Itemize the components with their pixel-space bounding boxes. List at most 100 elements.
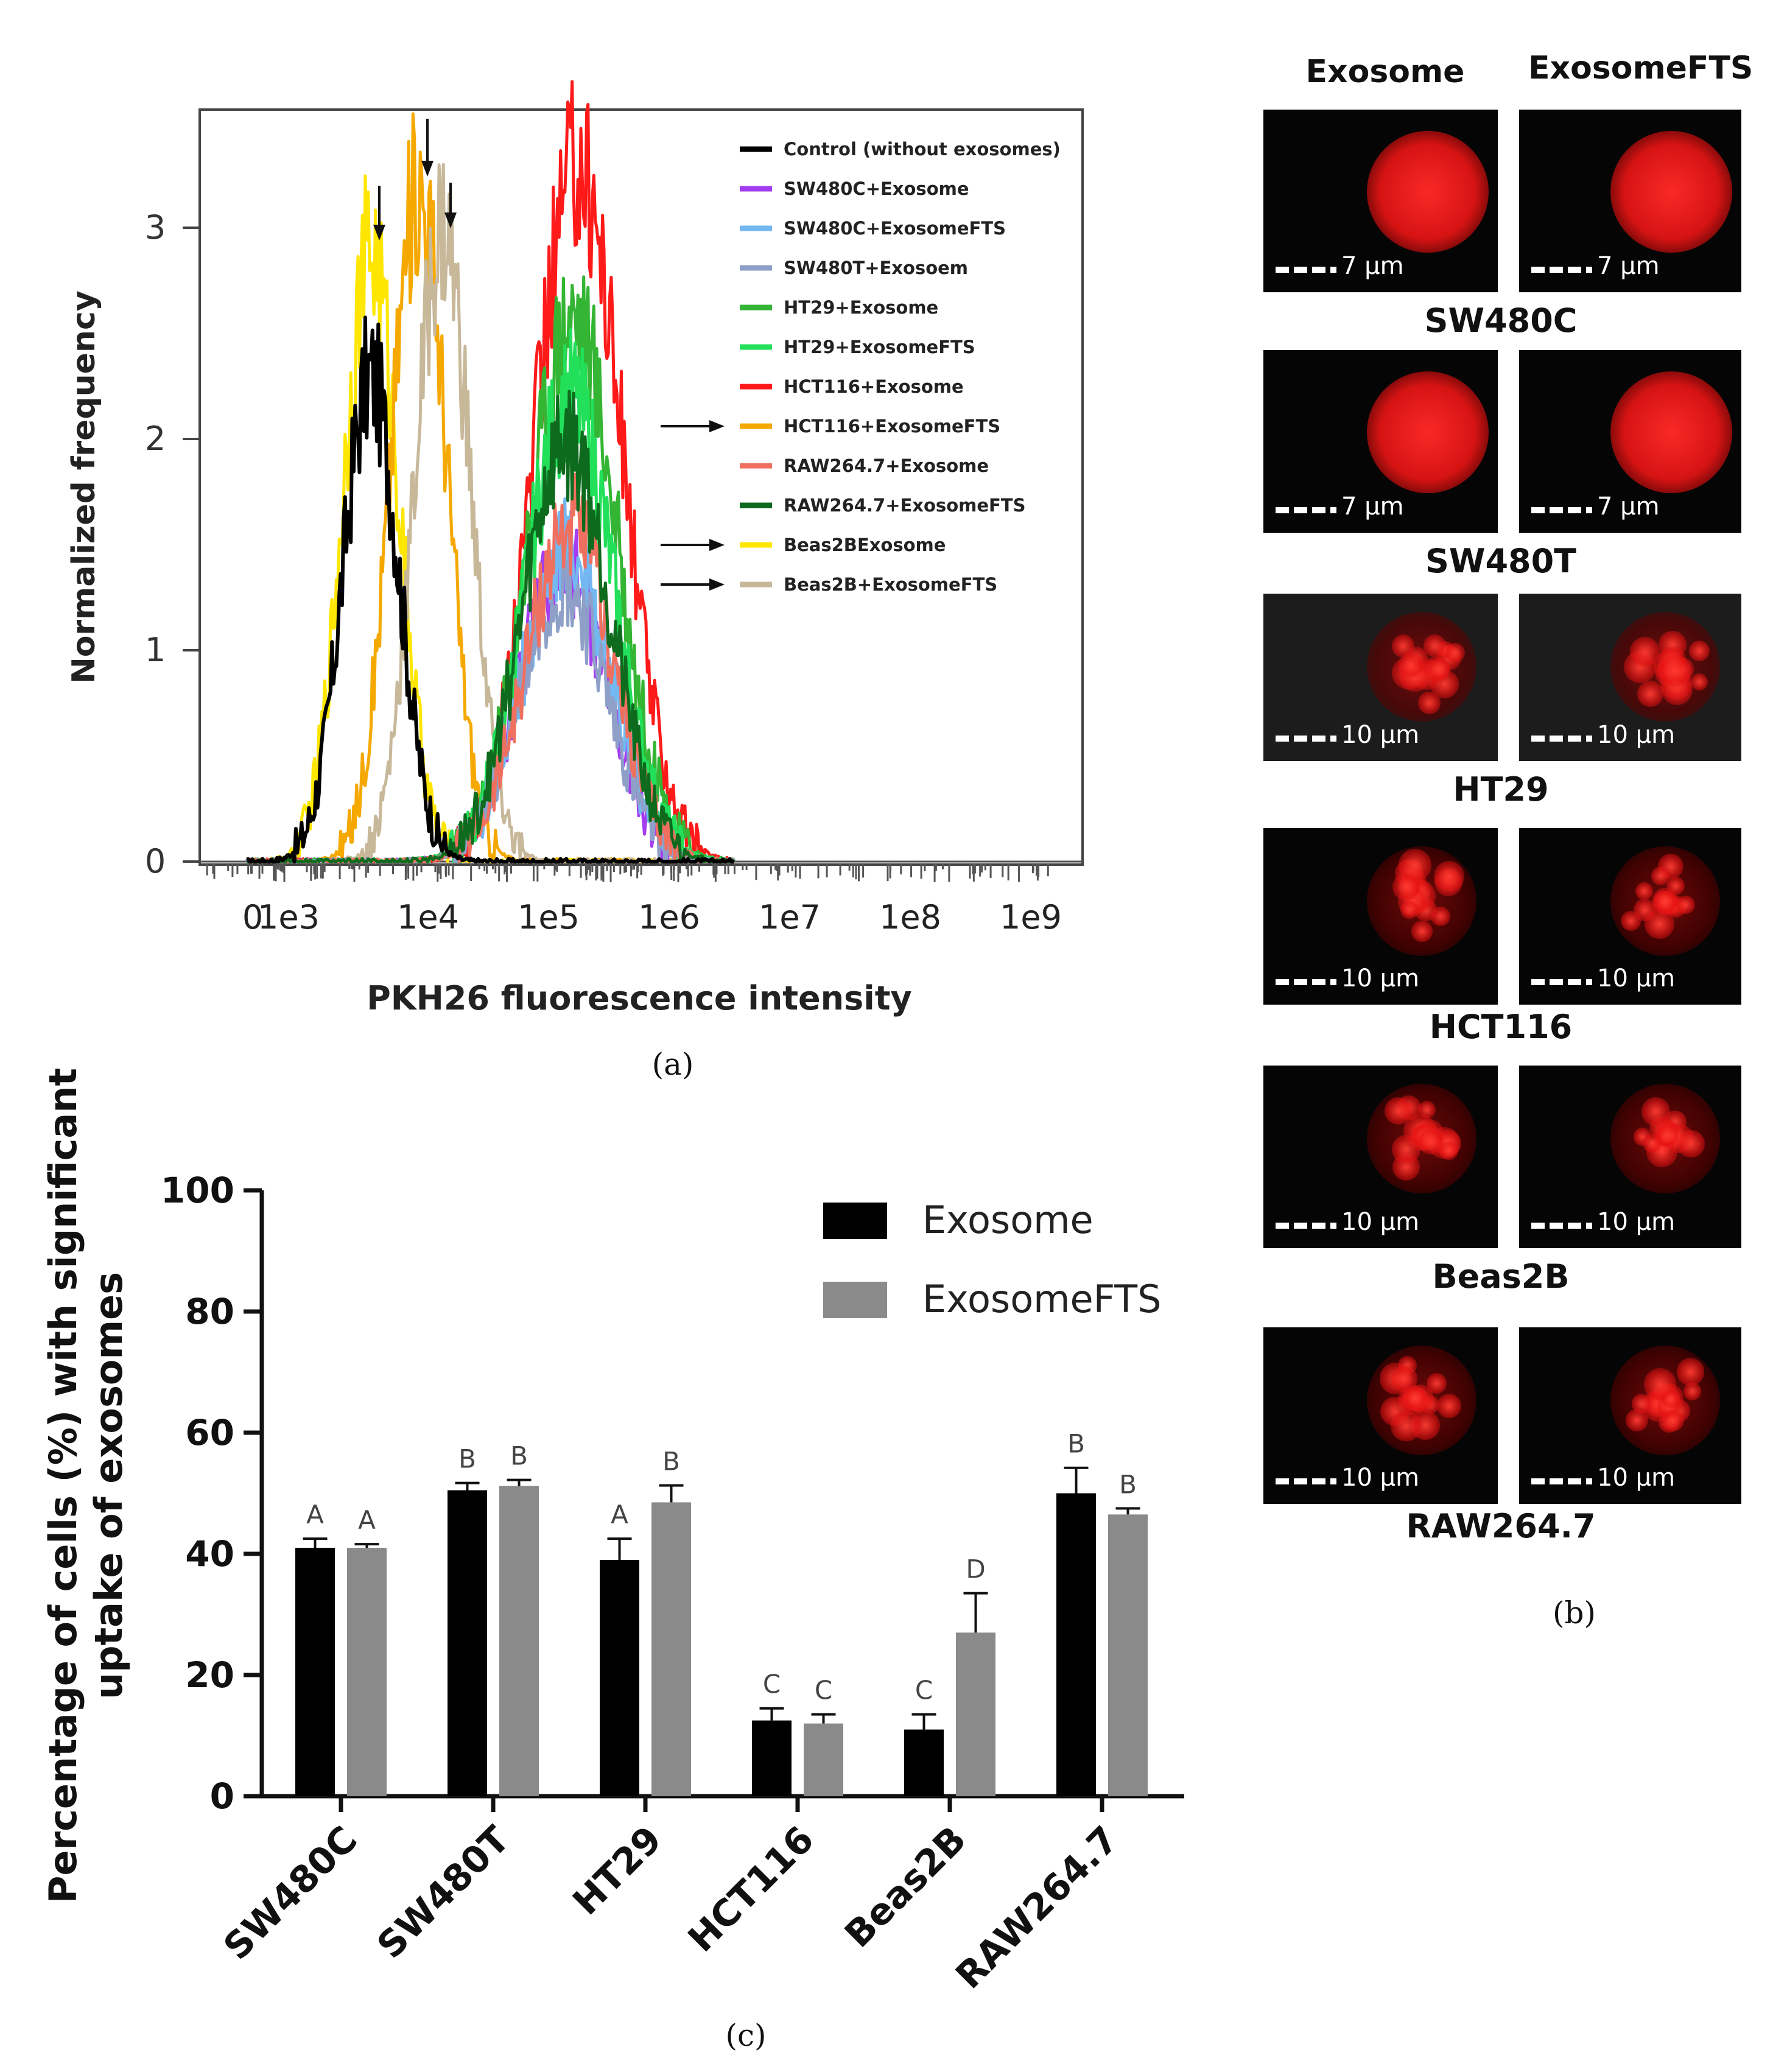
histogram-y-ticks: 0 1 2 3 [145, 208, 200, 880]
histogram-curves [245, 80, 736, 863]
histogram-axis-ticks [206, 864, 1049, 882]
fluorescent-puncta [1424, 634, 1446, 657]
scale-bar-label: 10 μm [1341, 721, 1420, 749]
scale-bar [1276, 736, 1336, 742]
scale-bar [1276, 507, 1336, 513]
fluorescent-puncta [1635, 882, 1654, 901]
scale-bar [1531, 736, 1592, 742]
legend-arrow-head [709, 420, 725, 432]
micrograph-tile: 10 μm [1263, 828, 1498, 1005]
stained-cell [1367, 371, 1489, 493]
scale-bar [1531, 507, 1592, 513]
stained-cell [1367, 131, 1489, 253]
fluorescent-puncta [1434, 861, 1465, 892]
legend-label: Beas2BExosome [784, 535, 946, 555]
fluorescent-puncta [1676, 895, 1695, 915]
cell-line-label: SW480T [1425, 542, 1576, 580]
legend-label: Beas2B+ExosomeFTS [784, 574, 997, 595]
histogram-y-tick-label: 0 [145, 842, 166, 880]
fluorescent-puncta [1417, 1100, 1436, 1119]
stained-cell [1610, 371, 1732, 493]
fluorescent-puncta [1662, 1410, 1685, 1432]
legend-label: SW480C+ExosomeFTS [784, 218, 1006, 239]
fluorescent-puncta [1399, 849, 1431, 882]
panel-b-letter: (b) [1553, 1595, 1596, 1631]
cell-line-label: SW480C [1424, 301, 1578, 340]
legend-label: SW480T+Exosoem [784, 258, 968, 278]
histogram-curve [247, 390, 736, 863]
column-header-exosome: Exosome [1305, 54, 1465, 90]
peak-arrow-head [421, 161, 434, 177]
peak-arrow-head [444, 212, 457, 228]
fluorescent-puncta [1643, 1134, 1662, 1153]
fluorescent-puncta [1689, 641, 1710, 662]
micrograph-tile: 7 μm [1263, 110, 1498, 292]
histogram-x-tick-label: 1e8 [879, 898, 941, 936]
scale-bar [1276, 267, 1336, 273]
scale-bar [1531, 267, 1592, 273]
micrograph-tile: 10 μm [1263, 1066, 1498, 1248]
legend-label: HCT116+Exosome [784, 376, 964, 397]
scale-bar [1531, 1223, 1592, 1229]
histogram-y-axis-label: Normalized frequency [66, 290, 102, 683]
legend-label: SW480C+Exosome [784, 178, 969, 199]
histogram-x-axis-label: PKH26 fluorescence intensity [367, 979, 912, 1017]
fluorescent-puncta [1629, 637, 1660, 667]
histogram-y-tick-label: 2 [145, 420, 166, 458]
legend-label: HT29+Exosome [784, 297, 938, 318]
scale-bar-label: 7 μm [1597, 252, 1660, 280]
legend-label: Control (without exosomes) [784, 139, 1061, 160]
scale-bar-label: 10 μm [1341, 1208, 1420, 1236]
micrograph-tile: 10 μm [1263, 594, 1498, 761]
fluorescent-puncta [1400, 901, 1419, 919]
fluorescent-puncta [1676, 1358, 1705, 1386]
fluorescent-puncta [1398, 652, 1424, 678]
micrograph-tile: 10 μm [1263, 1327, 1498, 1504]
scale-bar-label: 10 μm [1341, 1464, 1420, 1492]
fluorescent-puncta [1645, 908, 1675, 939]
fluorescent-puncta [1403, 1386, 1427, 1410]
fluorescent-puncta [1437, 1394, 1462, 1419]
histogram-curve [246, 315, 735, 863]
fluorescent-puncta [1659, 655, 1691, 687]
scale-bar-label: 7 μm [1597, 493, 1660, 521]
histogram-x-tick-label: 1e7 [759, 898, 821, 936]
fluorescent-puncta [1690, 673, 1708, 691]
cell-line-label: HT29 [1453, 770, 1549, 809]
legend-arrow-head [709, 578, 725, 591]
scale-bar [1276, 979, 1336, 985]
scale-bar-label: 10 μm [1597, 1208, 1676, 1236]
fluorescent-puncta [1651, 866, 1671, 886]
micrograph-tile: 10 μm [1519, 828, 1741, 1005]
histogram-y-tick-label: 3 [145, 208, 166, 247]
scale-bar-label: 10 μm [1597, 721, 1676, 749]
fluorescent-puncta [1683, 1382, 1702, 1400]
legend-label: RAW264.7+Exosome [784, 455, 989, 476]
peak-arrow-head [373, 225, 385, 241]
legend-label: HCT116+ExosomeFTS [784, 416, 1000, 437]
scale-bar-label: 7 μm [1341, 252, 1404, 280]
scale-bar-label: 10 μm [1597, 964, 1676, 992]
cell-line-label: RAW264.7 [1406, 1507, 1596, 1545]
fluorescent-puncta [1621, 911, 1641, 931]
histogram-x-tick-label: 1e5 [518, 898, 580, 936]
scale-bar-label: 10 μm [1341, 964, 1420, 992]
cell-line-label: Beas2B [1432, 1257, 1570, 1296]
micrograph-tile: 7 μm [1263, 350, 1498, 533]
micrograph-tile: 10 μm [1519, 594, 1741, 761]
scale-bar [1531, 979, 1592, 985]
fluorescent-puncta [1391, 1410, 1422, 1442]
histogram-y-tick-label: 1 [145, 631, 166, 669]
histogram-x-tick-label: 0 [242, 898, 263, 936]
micrograph-tile: 10 μm [1519, 1066, 1741, 1248]
stained-cell [1610, 131, 1732, 253]
legend-label: HT29+ExosomeFTS [784, 337, 975, 357]
histogram-legend: Control (without exosomes) SW480C+Exosome… [661, 139, 1061, 595]
histogram-x-tick-label: 1e4 [397, 898, 459, 936]
legend-arrow-head [709, 539, 725, 551]
fluorescent-puncta [1637, 680, 1664, 707]
fluorescent-puncta [1677, 1130, 1705, 1157]
fluorescent-puncta [1417, 1129, 1444, 1155]
